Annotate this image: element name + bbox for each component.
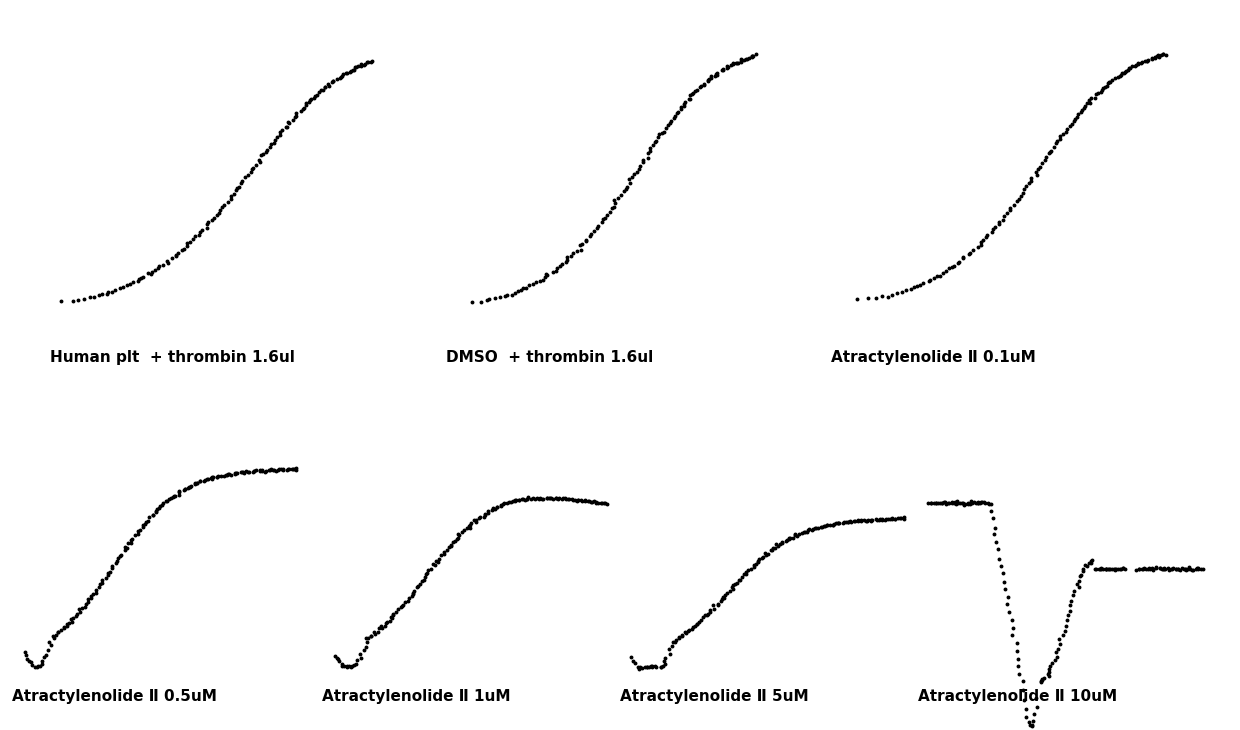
Text: Atractylenolide Ⅱ 0.1uM: Atractylenolide Ⅱ 0.1uM <box>831 350 1035 365</box>
Text: DMSO  + thrombin 1.6ul: DMSO + thrombin 1.6ul <box>446 350 653 365</box>
Text: Atractylenolide Ⅱ 0.5uM: Atractylenolide Ⅱ 0.5uM <box>12 689 217 704</box>
Text: Human plt  + thrombin 1.6ul: Human plt + thrombin 1.6ul <box>50 350 294 365</box>
Text: Atractylenolide Ⅱ 5uM: Atractylenolide Ⅱ 5uM <box>620 689 808 704</box>
Text: Atractylenolide Ⅱ 1uM: Atractylenolide Ⅱ 1uM <box>322 689 511 704</box>
Text: Atractylenolide Ⅱ 10uM: Atractylenolide Ⅱ 10uM <box>918 689 1117 704</box>
